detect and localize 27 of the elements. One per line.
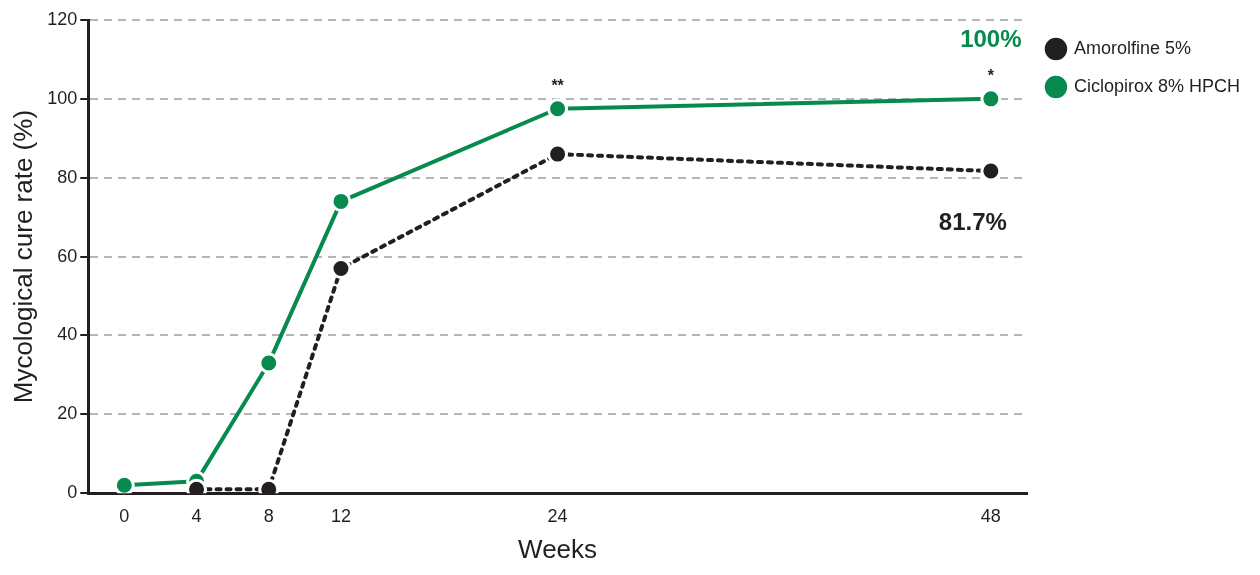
point: [980, 88, 1002, 110]
point: [980, 160, 1002, 182]
x-axis-title: Weeks: [518, 533, 598, 564]
point: [113, 474, 135, 494]
point: [258, 352, 280, 374]
y-tick-label: 120: [47, 8, 78, 29]
y-tick-label: 40: [57, 324, 78, 345]
x-tick-label: 48: [980, 505, 1001, 526]
legend-label: Amorolfine 5%: [1073, 37, 1192, 58]
annotation: *: [987, 67, 995, 85]
y-tick-label: 20: [57, 403, 78, 424]
x-tick-label: 24: [547, 505, 568, 526]
point: [547, 143, 569, 165]
x-tick-label: 8: [263, 505, 274, 526]
y-tick-label: 80: [57, 166, 78, 187]
y-axis-title: Mycological cure rate (%): [7, 109, 38, 404]
x-tick-label: 0: [119, 505, 130, 526]
x-tick-label: 4: [191, 505, 202, 526]
y-tick-label: 100: [47, 87, 78, 108]
x-tick-label: 12: [330, 505, 351, 526]
annotation: **: [551, 77, 565, 95]
y-tick-label: 0: [67, 482, 78, 503]
point: [547, 98, 569, 120]
y-tick-label: 60: [57, 245, 78, 266]
legend-label: Ciclopirox 8% HPCH: [1073, 75, 1240, 96]
data-label: 100%: [960, 25, 1022, 53]
data-label: 81.7%: [938, 207, 1007, 235]
